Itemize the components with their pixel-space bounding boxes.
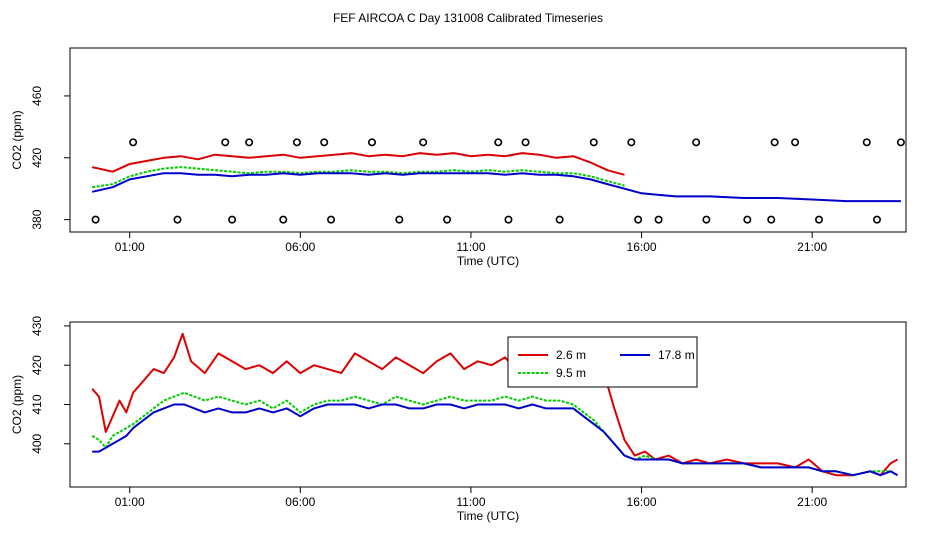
y-tick-label: 380 bbox=[30, 209, 44, 229]
x-tick-label: 21:00 bbox=[797, 240, 827, 254]
y-tick-label: 400 bbox=[30, 433, 44, 453]
data-point-marker bbox=[419, 138, 428, 147]
legend: 2.6 m 9.5 m 17.8 m bbox=[507, 336, 698, 388]
data-point-marker bbox=[221, 138, 230, 147]
data-point-marker bbox=[814, 215, 823, 224]
data-point-marker bbox=[743, 215, 752, 224]
y-tick-label: 420 bbox=[30, 355, 44, 375]
x-tick-label: 16:00 bbox=[627, 495, 657, 509]
data-point-marker bbox=[129, 138, 138, 147]
data-point-marker bbox=[654, 215, 663, 224]
data-point-marker bbox=[872, 215, 881, 224]
series-line-2 bbox=[91, 172, 901, 203]
data-point-marker bbox=[443, 215, 452, 224]
x-axis-label: Time (UTC) bbox=[457, 254, 519, 268]
data-point-marker bbox=[896, 138, 905, 147]
data-point-marker bbox=[367, 138, 376, 147]
data-point-marker bbox=[245, 138, 254, 147]
data-point-marker bbox=[292, 138, 301, 147]
x-tick-label: 21:00 bbox=[797, 495, 827, 509]
data-point-marker bbox=[555, 215, 564, 224]
legend-label: 2.6 m bbox=[556, 348, 586, 362]
series-line-0 bbox=[91, 152, 625, 176]
x-tick-label: 16:00 bbox=[627, 240, 657, 254]
legend-box bbox=[507, 336, 698, 388]
data-point-marker bbox=[494, 138, 503, 147]
y-axis-label: CO2 (ppm) bbox=[10, 375, 24, 434]
x-axis-label: Time (UTC) bbox=[457, 509, 519, 523]
series-line-1 bbox=[92, 166, 625, 189]
y-tick-label: 460 bbox=[30, 86, 44, 106]
y-tick-label: 410 bbox=[30, 394, 44, 414]
panel-bottom: 01:00 06:00 11:00 16:00 21:00 400 410 420 430 Tim… bbox=[10, 316, 907, 523]
data-point-marker bbox=[702, 215, 711, 224]
data-point-marker bbox=[173, 215, 182, 224]
legend-label: 17.8 m bbox=[658, 348, 695, 362]
data-point-marker bbox=[589, 138, 598, 147]
x-tick-label: 06:00 bbox=[285, 495, 315, 509]
data-point-marker bbox=[627, 138, 636, 147]
data-point-marker bbox=[228, 215, 237, 224]
y-axis-label: CO2 (ppm) bbox=[10, 110, 24, 169]
data-point-marker bbox=[395, 215, 404, 224]
data-point-marker bbox=[91, 215, 100, 224]
data-point-marker bbox=[862, 138, 871, 147]
data-point-marker bbox=[279, 215, 288, 224]
data-point-marker bbox=[634, 215, 643, 224]
panel-top: 01:00 06:00 11:00 16:00 21:00 380 420 460 Time (… bbox=[10, 47, 907, 268]
figure-title: FEF AIRCOA C Day 131008 Calibrated Times… bbox=[333, 11, 603, 25]
y-tick-label: 420 bbox=[30, 147, 44, 167]
y-tick-label: 430 bbox=[30, 316, 44, 336]
x-tick-label: 11:00 bbox=[456, 240, 485, 254]
x-tick-label: 11:00 bbox=[456, 495, 485, 509]
data-point-marker bbox=[320, 138, 329, 147]
x-tick-label: 01:00 bbox=[115, 240, 145, 254]
plot-frame bbox=[69, 47, 907, 233]
data-point-marker bbox=[791, 138, 800, 147]
x-tick-label: 06:00 bbox=[285, 240, 315, 254]
data-point-marker bbox=[504, 215, 513, 224]
legend-label: 9.5 m bbox=[556, 366, 586, 380]
data-point-marker bbox=[327, 215, 336, 224]
series-line-17-8-m bbox=[92, 403, 898, 477]
data-point-marker bbox=[692, 138, 701, 147]
data-point-marker bbox=[767, 215, 776, 224]
data-point-marker bbox=[770, 138, 779, 147]
x-tick-label: 01:00 bbox=[115, 495, 145, 509]
data-point-marker bbox=[521, 138, 530, 147]
